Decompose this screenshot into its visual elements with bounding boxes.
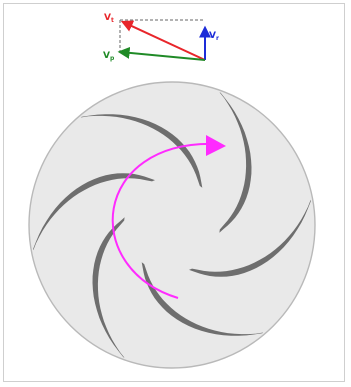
rotation-direction-arrow (111, 142, 217, 299)
rotation-arrowhead-icon (206, 135, 226, 156)
tangential-velocity-vector (117, 46, 206, 61)
impeller-disk (28, 81, 316, 369)
label-v-absolute: Vt (104, 13, 114, 24)
impeller-vane (219, 92, 252, 233)
absolute-velocity-vector (120, 20, 206, 61)
label-v-tangential: Vp (103, 51, 115, 62)
impeller-vane (92, 217, 125, 358)
label-v-radial: Vr (209, 31, 219, 42)
impeller-vanes (33, 92, 311, 358)
